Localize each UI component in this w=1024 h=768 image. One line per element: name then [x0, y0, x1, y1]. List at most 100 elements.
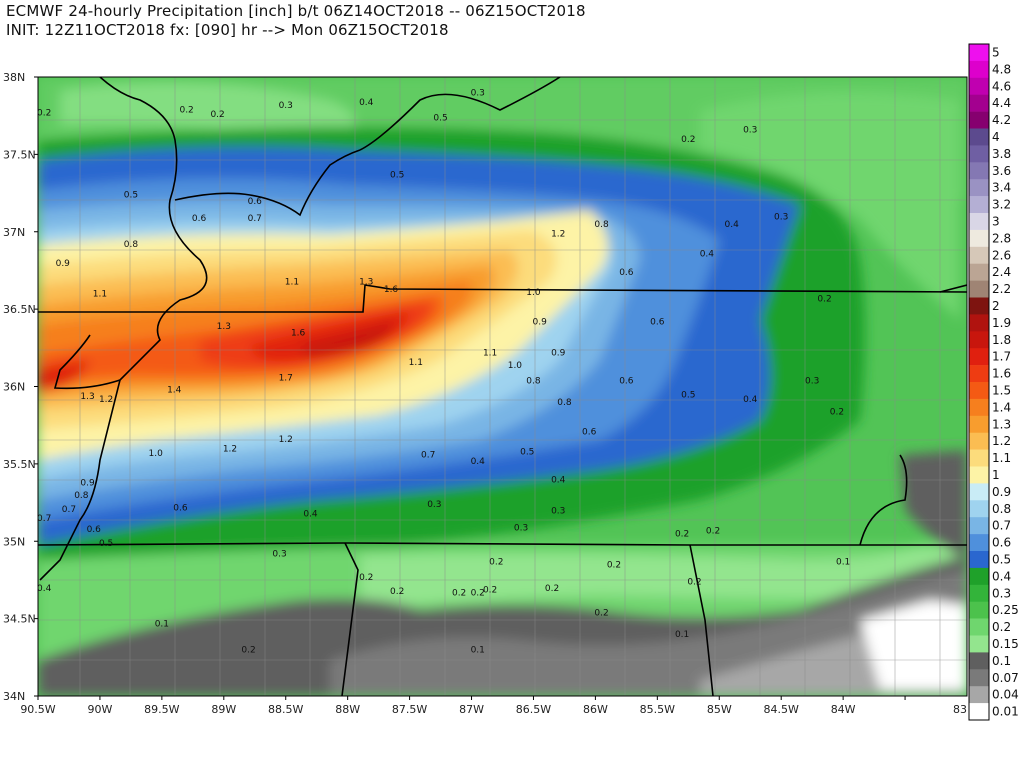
contour-label: 0.2 [687, 578, 701, 588]
colorbar-swatch [969, 703, 989, 720]
colorbar-label: 0.1 [992, 654, 1011, 668]
colorbar-swatch [969, 534, 989, 551]
y-tick-label: 38N [3, 71, 25, 84]
colorbar-swatch [969, 112, 989, 129]
colorbar-swatch [969, 652, 989, 669]
colorbar-label: 0.5 [992, 552, 1011, 566]
colorbar-swatch [969, 669, 989, 686]
contour-label: 1.2 [551, 229, 565, 239]
contour-label: 0.7 [62, 505, 76, 515]
colorbar-label: 3.4 [992, 181, 1011, 195]
contour-label: 1.0 [526, 288, 541, 298]
colorbar-label: 3.8 [992, 147, 1011, 161]
contour-label: 0.4 [471, 457, 486, 467]
y-tick-label: 36N [3, 381, 25, 394]
contour-label: 0.8 [557, 398, 572, 408]
y-tick-label: 34.5N [3, 613, 36, 626]
colorbar-label: 0.3 [992, 586, 1011, 600]
x-tick-label: 87W [459, 703, 484, 716]
colorbar-swatch [969, 179, 989, 196]
contour-label: 0.8 [526, 376, 541, 386]
colorbar-swatch [969, 230, 989, 247]
contour-label: 1.0 [149, 449, 164, 459]
colorbar-swatch [969, 314, 989, 331]
colorbar-label: 2.2 [992, 282, 1011, 296]
contour-label: 0.3 [427, 500, 441, 510]
colorbar-label: 1.4 [992, 400, 1011, 414]
contour-label: 1.2 [279, 435, 293, 445]
x-tick-label: 90.5W [20, 703, 55, 716]
colorbar-swatch [969, 281, 989, 298]
colorbar-label: 0.8 [992, 502, 1011, 516]
contour-label: 0.2 [594, 609, 608, 619]
contour-label: 0.4 [724, 220, 739, 230]
colorbar-swatch [969, 264, 989, 281]
colorbar-swatch [969, 365, 989, 382]
colorbar-swatch [969, 145, 989, 162]
contour-label: 0.2 [706, 527, 720, 537]
contour-label: 0.3 [279, 101, 293, 111]
colorbar-swatch [969, 585, 989, 602]
contour-label: 0.1 [471, 646, 485, 656]
x-tick-label: 85W [707, 703, 732, 716]
contour-label: 0.3 [272, 550, 286, 560]
contour-label: 0.1 [836, 557, 850, 567]
colorbar-label: 4 [992, 130, 1000, 144]
contour-label: 0.5 [390, 171, 404, 181]
colorbar-swatch [969, 636, 989, 653]
contour-label: 0.3 [471, 89, 485, 99]
contour-label: 0.2 [179, 106, 193, 116]
contour-label: 1.2 [223, 444, 237, 454]
colorbar-label: 2.6 [992, 248, 1011, 262]
contour-label: 0.9 [80, 479, 95, 489]
contour-label: 0.3 [774, 212, 788, 222]
contour-label: 0.3 [805, 376, 819, 386]
contour-label: 0.4 [303, 509, 318, 519]
colorbar-legend: 5 4.8 4.6 4.4 4.2 4 3.8 3.6 3.4 3.2 3 2.8 2.6 2.4 2.2 2… [969, 44, 1019, 720]
contour-label: 0.5 [99, 539, 113, 549]
colorbar-label: 1.3 [992, 417, 1011, 431]
colorbar-label: 0.2 [992, 620, 1011, 634]
x-tick-label: 88W [335, 703, 360, 716]
contour-label: 1.4 [167, 386, 182, 396]
colorbar-label: 5 [992, 45, 1000, 59]
contour-label: 0.6 [87, 525, 102, 535]
colorbar-swatch [969, 247, 989, 264]
contour-label: 0.2 [607, 561, 621, 571]
colorbar-swatch [969, 568, 989, 585]
colorbar-label: 0.25 [992, 603, 1019, 617]
contour-label: 0.4 [37, 584, 52, 594]
colorbar-swatch [969, 467, 989, 484]
contour-label: 0.2 [452, 588, 466, 598]
contour-label: 0.2 [489, 557, 503, 567]
contour-label: 0.2 [483, 585, 497, 595]
contour-label: 0.2 [210, 110, 224, 120]
colorbar-label: 1.8 [992, 333, 1011, 347]
contour-label: 0.8 [124, 240, 139, 250]
contour-label: 0.5 [520, 448, 534, 458]
y-tick-label: 37.5N [3, 148, 36, 161]
contour-label: 0.2 [241, 646, 255, 656]
x-tick-label: 86W [583, 703, 608, 716]
contour-label: 1.7 [279, 373, 293, 383]
contour-label: 0.2 [37, 109, 51, 119]
colorbar-swatch [969, 162, 989, 179]
contour-label: 1.1 [409, 358, 423, 368]
contour-label: 0.6 [248, 197, 263, 207]
colorbar-label: 4.2 [992, 113, 1011, 127]
contour-label: 0.1 [675, 630, 689, 640]
colorbar-label: 0.9 [992, 485, 1011, 499]
colorbar-swatch [969, 416, 989, 433]
colorbar-label: 1.9 [992, 316, 1011, 330]
colorbar-swatch [969, 78, 989, 95]
colorbar-label: 0.07 [992, 671, 1019, 685]
x-tick-label: 85.5W [640, 703, 675, 716]
contour-label: 0.6 [619, 268, 634, 278]
contour-label: 0.5 [124, 191, 138, 201]
contour-label: 0.2 [545, 584, 559, 594]
colorbar-swatch [969, 95, 989, 112]
contour-label: 0.8 [74, 491, 89, 501]
colorbar-label: 3 [992, 214, 1000, 228]
colorbar-label: 2 [992, 299, 1000, 313]
